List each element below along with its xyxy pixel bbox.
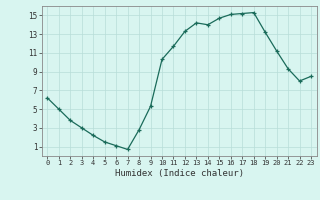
X-axis label: Humidex (Indice chaleur): Humidex (Indice chaleur) — [115, 169, 244, 178]
